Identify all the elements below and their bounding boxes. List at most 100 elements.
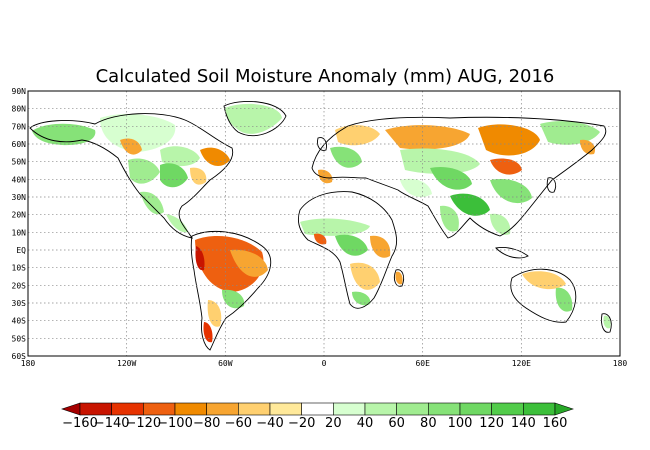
graticule-grid — [28, 91, 620, 356]
lat-tick-label: 20N — [12, 211, 27, 220]
coast-africa — [297, 191, 398, 309]
colorbar-tick-label: 80 — [420, 416, 437, 431]
anomaly-australia-north — [522, 271, 566, 290]
lon-tick-label: 120W — [117, 359, 136, 368]
lat-tick-label: 70N — [12, 122, 27, 131]
anomaly-quebec — [200, 147, 230, 166]
lat-tick-label: 20S — [12, 281, 27, 290]
anomaly-tibet — [450, 193, 490, 216]
colorbar-segment — [269, 402, 302, 416]
anomaly-central-africa — [335, 234, 368, 256]
colorbar-tick-label: 40 — [357, 416, 374, 431]
colorbar-tick-label: −20 — [288, 416, 315, 431]
colorbar-segment — [333, 402, 366, 416]
anomaly-india — [440, 205, 459, 232]
anomaly-us-west — [128, 158, 160, 184]
colorbar-segment — [238, 402, 271, 416]
anomaly-alaska — [32, 123, 96, 146]
lat-tick-label: 30S — [12, 299, 27, 308]
anomaly-south-africa-green — [352, 291, 371, 306]
anomaly-canada-west — [100, 114, 176, 152]
colorbar-segment — [301, 402, 334, 416]
lat-tick-label: 50N — [12, 158, 27, 167]
colorbar-tick-label: −80 — [193, 416, 220, 431]
colorbar-segment — [206, 402, 239, 416]
anomaly-iberia — [318, 169, 333, 184]
colorbar-tick-label: 120 — [479, 416, 504, 431]
coast-madagascar — [393, 269, 405, 287]
anomaly-fill-layer — [32, 103, 611, 343]
colorbar-tick-label: 20 — [325, 416, 342, 431]
lat-tick-label: 10S — [12, 264, 27, 273]
colorbar-tick-label: 140 — [511, 416, 536, 431]
anomaly-east-africa — [370, 235, 391, 258]
anomaly-east-siberia — [540, 121, 600, 145]
anomaly-west-africa — [314, 233, 327, 245]
anomaly-us-central — [160, 163, 188, 188]
lat-tick-label: 40N — [12, 175, 27, 184]
anomaly-mexico — [140, 191, 164, 215]
colorbar-segment — [396, 402, 429, 416]
colorbar-tick-label: −60 — [225, 416, 252, 431]
anomaly-madagascar — [395, 271, 403, 285]
lon-tick-label: 180 — [613, 359, 628, 368]
anomaly-se-asia — [490, 213, 511, 235]
colorbar-tick-label: 160 — [543, 416, 568, 431]
anomaly-andes — [195, 246, 205, 271]
anomaly-australia-east — [555, 287, 573, 312]
colorbar-segment — [459, 402, 492, 416]
anomaly-argentina — [207, 300, 222, 327]
lat-tick-label: 40S — [12, 317, 27, 326]
coast-greenland — [223, 101, 287, 137]
lon-tick-label: 60E — [415, 359, 430, 368]
anomaly-europe-central — [330, 146, 362, 168]
colorbar-segment — [143, 402, 176, 416]
anomaly-brazil-east — [230, 249, 268, 277]
anomaly-russia-central — [400, 148, 480, 174]
colorbar-tick-label: −100 — [157, 416, 193, 431]
coastline-layer — [29, 101, 612, 351]
map-frame — [27, 90, 621, 357]
lat-tick-label: 10N — [12, 228, 27, 237]
anomaly-central-asia — [430, 166, 472, 190]
colorbar-tick-label: −140 — [94, 416, 130, 431]
colorbar-tick-label: 100 — [448, 416, 473, 431]
colorbar-segment — [364, 402, 397, 416]
lat-tick-label: 60S — [12, 352, 27, 361]
colorbar-high-arrow — [554, 402, 574, 416]
anomaly-europe-north — [335, 125, 380, 146]
lat-tick-label: EQ — [16, 246, 26, 255]
coast-north-america — [29, 113, 234, 239]
colorbar-tick-label: −120 — [125, 416, 161, 431]
longitude-labels: 180 120W 60W 0 60E 120E 180 — [21, 359, 628, 368]
map-title: Calculated Soil Moisture Anomaly (mm) AU… — [96, 66, 555, 87]
map-panel — [27, 90, 621, 357]
latitude-labels: 90N 80N 70N 60N 50N 40N 30N 20N 10N EQ 10S 20S 30S 40… — [12, 87, 27, 361]
colorbar-segment — [428, 402, 461, 416]
colorbar-segment — [523, 402, 556, 416]
anomaly-southern-africa — [350, 262, 380, 290]
lon-tick-label: 60W — [218, 359, 233, 368]
lon-tick-label: 0 — [322, 359, 327, 368]
lat-tick-label: 60N — [12, 140, 27, 149]
coast-australia — [510, 268, 577, 323]
anomaly-central-america — [166, 214, 188, 233]
lat-tick-label: 80N — [12, 105, 27, 114]
coast-eurasia — [311, 116, 607, 239]
lat-tick-label: 50S — [12, 334, 27, 343]
anomaly-sahel — [300, 218, 370, 236]
anomaly-patagonia — [203, 322, 213, 343]
coast-south-america — [190, 231, 272, 351]
anomaly-canada-orange — [120, 138, 142, 155]
colorbar-tick-label: −40 — [256, 416, 283, 431]
lon-tick-label: 120E — [512, 359, 531, 368]
anomaly-south-brazil — [222, 289, 245, 309]
colorbar-segment — [79, 402, 112, 416]
anomaly-siberia — [478, 124, 540, 156]
coast-uk — [317, 137, 327, 151]
anomaly-greenland — [225, 103, 282, 134]
coast-japan — [546, 177, 557, 193]
anomaly-hudson — [160, 146, 200, 167]
anomaly-us-east — [190, 167, 207, 185]
